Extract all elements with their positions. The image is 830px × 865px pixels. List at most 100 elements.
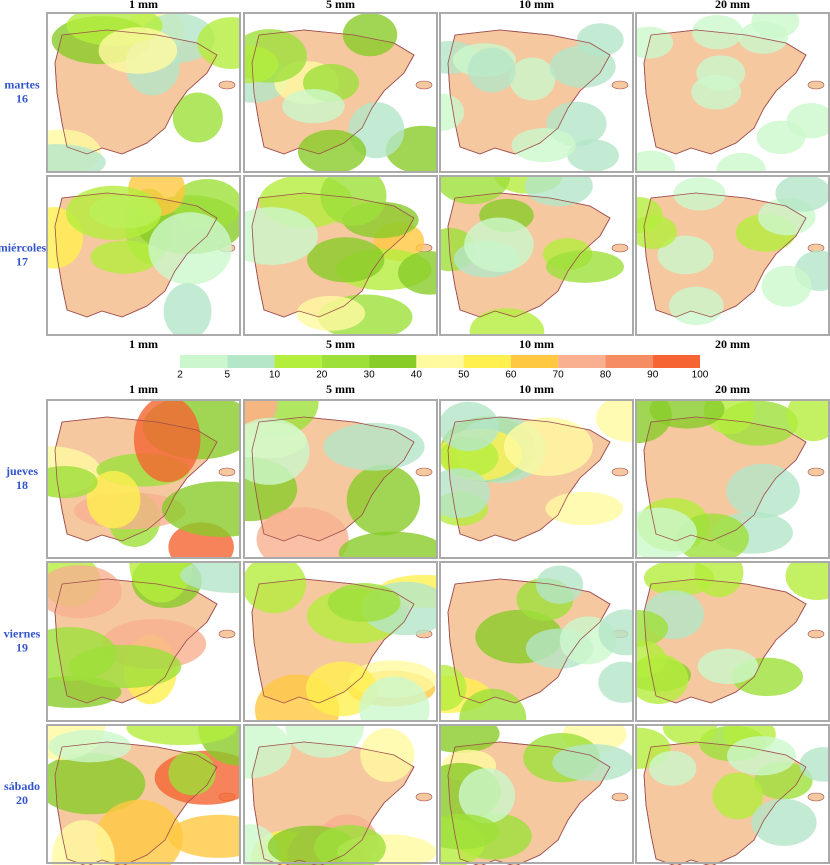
panel-frame — [243, 561, 438, 722]
probability-area — [440, 725, 500, 753]
map-content — [636, 725, 829, 865]
probability-area — [95, 799, 183, 865]
map-panel — [243, 399, 438, 559]
island — [218, 629, 236, 639]
island — [415, 792, 433, 802]
probability-area — [649, 400, 725, 429]
map-content — [244, 176, 437, 335]
probability-area — [511, 128, 576, 163]
probability-area — [172, 92, 223, 143]
panel-frame — [439, 724, 634, 864]
panel-frame — [439, 561, 634, 722]
map-content — [440, 13, 633, 172]
probability-area — [244, 725, 292, 779]
map-content — [244, 725, 437, 865]
island — [611, 80, 629, 90]
probability-area — [440, 401, 499, 452]
panel-frame — [635, 12, 830, 173]
probability-area — [636, 654, 689, 704]
panel-frame — [46, 561, 241, 722]
map-panel — [439, 175, 634, 336]
island — [415, 80, 433, 90]
map-content — [244, 562, 437, 721]
column-header: 5 mm — [326, 337, 355, 351]
probability-area — [716, 152, 766, 172]
panel-frame — [635, 561, 830, 722]
legend-swatch — [274, 355, 322, 368]
legend-label: 50 — [458, 370, 470, 381]
probability-area — [595, 400, 633, 442]
column-header: 10 mm — [519, 337, 554, 351]
map-panel — [439, 399, 634, 559]
row-label-date: 16 — [16, 91, 28, 105]
probability-area — [756, 120, 806, 155]
probability-area — [549, 45, 616, 88]
panel-frame — [243, 399, 438, 559]
island — [218, 80, 236, 90]
probability-area — [440, 664, 467, 711]
legend-swatch — [605, 355, 653, 368]
probability-area — [636, 150, 676, 172]
column-header: 20 mm — [715, 382, 750, 396]
probability-area — [545, 250, 624, 283]
map-panel — [46, 724, 241, 865]
probability-area — [98, 27, 178, 74]
probability-area — [567, 139, 619, 172]
probability-area — [180, 562, 240, 593]
probability-area — [129, 562, 193, 603]
probability-area — [799, 747, 829, 782]
probability-area — [552, 743, 633, 782]
map-panel — [635, 175, 830, 336]
probability-area — [47, 144, 106, 172]
column-header: 5 mm — [326, 382, 355, 396]
legend-swatch — [558, 355, 606, 368]
probability-area — [346, 464, 421, 536]
legend-label: 100 — [692, 370, 709, 381]
legend-label: 90 — [647, 370, 659, 381]
probability-area — [598, 661, 633, 703]
map-content — [440, 562, 633, 721]
probability-area — [668, 286, 724, 326]
probability-area — [338, 531, 437, 559]
probability-area — [775, 176, 829, 212]
probability-area — [440, 468, 490, 519]
probability-area — [305, 661, 378, 717]
panel-frame — [243, 724, 438, 864]
map-content — [47, 400, 240, 559]
legend-swatch — [463, 355, 511, 368]
legend-label: 10 — [269, 370, 281, 381]
row-label-day: jueves — [5, 464, 38, 478]
probability-area — [458, 768, 516, 824]
probability-area — [598, 609, 633, 656]
legend-label: 60 — [505, 370, 517, 381]
legend-swatch — [321, 355, 370, 368]
map-content — [47, 13, 240, 172]
probability-area — [761, 265, 812, 307]
probability-area — [163, 283, 212, 335]
probability-area — [197, 17, 240, 69]
legend-swatch — [227, 355, 275, 368]
probability-area — [524, 176, 593, 207]
probability-area — [464, 217, 534, 273]
probability-area — [738, 21, 788, 54]
legend-label: 40 — [411, 370, 423, 381]
probability-area — [648, 750, 697, 786]
map-panel — [635, 561, 830, 722]
probability-area — [673, 177, 726, 211]
island — [807, 792, 825, 802]
probability-area — [313, 824, 386, 865]
probability-area — [786, 400, 829, 442]
map-panel — [46, 12, 241, 173]
map-panel — [46, 175, 241, 336]
panel-frame — [46, 399, 241, 559]
row-label-day: martes — [4, 77, 40, 91]
probability-area — [90, 240, 159, 274]
row-label-day: miércoles — [0, 240, 47, 254]
legend-label: 70 — [553, 370, 565, 381]
column-header: 1 mm — [129, 0, 158, 11]
map-panel — [635, 724, 830, 865]
probability-area — [535, 565, 584, 604]
probability-area — [244, 562, 307, 614]
map-panel — [243, 175, 438, 336]
